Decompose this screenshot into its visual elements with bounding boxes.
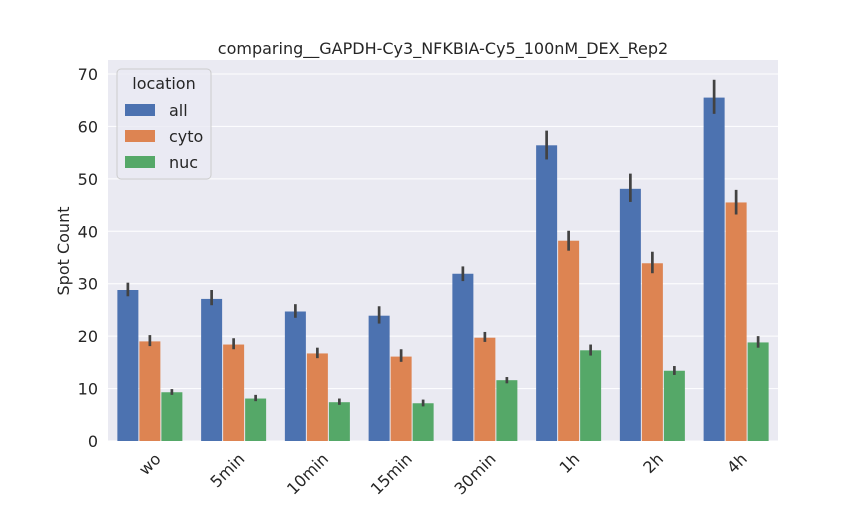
- error-bars: [126, 79, 760, 407]
- y-tick-label: 0: [88, 432, 98, 451]
- y-tick-label: 50: [78, 170, 98, 189]
- legend-swatch-all: [125, 104, 155, 116]
- legend-label-nuc: nuc: [169, 153, 198, 172]
- bar-cyto-wo: [139, 341, 161, 441]
- y-tick-label: 10: [78, 380, 98, 399]
- y-tick-labels: 0 10 20 30 40 50 60 70: [78, 65, 98, 451]
- legend-label-all: all: [169, 101, 188, 120]
- bar-all-wo: [117, 290, 139, 441]
- y-tick-label: 40: [78, 222, 98, 241]
- legend: location all cyto nuc: [116, 68, 212, 180]
- bar-all-10min: [284, 311, 306, 441]
- bar-all-1h: [536, 145, 558, 441]
- legend-swatch-cyto: [125, 130, 155, 142]
- bar-cyto-4h: [725, 202, 747, 441]
- bar-all-30min: [452, 273, 474, 441]
- y-tick-label: 70: [78, 65, 98, 84]
- x-tick-label-4h: 4h: [723, 449, 751, 477]
- x-tick-label-wo: wo: [135, 449, 165, 479]
- x-tick-label-30min: 30min: [450, 449, 499, 498]
- bar-cyto-10min: [306, 353, 328, 441]
- bar-nuc-1h: [580, 350, 602, 441]
- legend-items: all cyto nuc: [125, 101, 203, 172]
- bar-cyto-2h: [641, 263, 663, 441]
- bar-all-4h: [703, 97, 725, 441]
- legend-swatch-nuc: [125, 156, 155, 168]
- bar-nuc-15min: [412, 403, 434, 441]
- bar-nuc-wo: [161, 392, 183, 441]
- legend-box: [116, 68, 212, 180]
- legend-title: location: [132, 74, 195, 93]
- y-tick-label: 20: [78, 327, 98, 346]
- bar-cyto-5min: [223, 344, 245, 441]
- bar-cyto-1h: [558, 240, 580, 441]
- chart-title: comparing__GAPDH-Cy3_NFKBIA-Cy5_100nM_DE…: [218, 39, 668, 59]
- bar-nuc-10min: [328, 402, 350, 441]
- x-tick-label-5min: 5min: [206, 449, 248, 491]
- bar-nuc-30min: [496, 380, 518, 441]
- bars: [117, 97, 769, 441]
- bar-nuc-5min: [245, 398, 267, 441]
- x-tick-label-2h: 2h: [639, 449, 667, 477]
- x-tick-label-15min: 15min: [367, 449, 416, 498]
- bar-cyto-30min: [474, 337, 496, 441]
- bar-cyto-15min: [390, 356, 412, 441]
- legend-label-cyto: cyto: [169, 127, 203, 146]
- y-tick-label: 30: [78, 275, 98, 294]
- x-tick-label-1h: 1h: [556, 449, 584, 477]
- y-axis-label: Spot Count: [54, 207, 73, 296]
- y-tick-label: 60: [78, 117, 98, 136]
- x-tick-labels: wo 5min 10min 15min 30min 1h 2h 4h: [135, 449, 751, 498]
- bar-all-2h: [619, 188, 641, 441]
- bar-all-5min: [201, 298, 223, 441]
- x-tick-label-10min: 10min: [283, 449, 332, 498]
- bar-all-15min: [368, 315, 390, 441]
- bar-nuc-2h: [663, 370, 685, 441]
- bar-nuc-4h: [747, 342, 769, 441]
